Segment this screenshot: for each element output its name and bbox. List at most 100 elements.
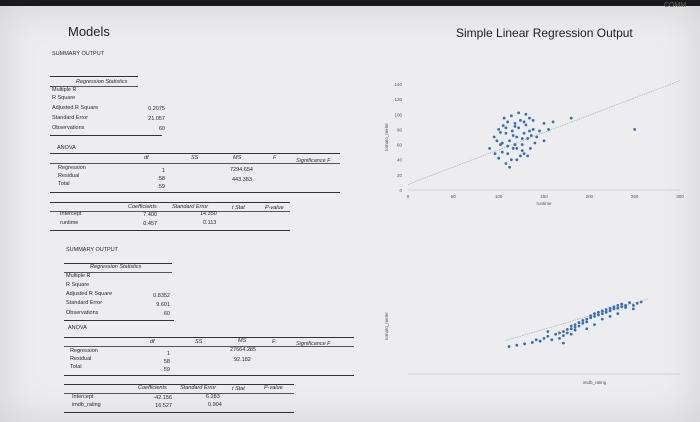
regstats-value: 21.057 xyxy=(148,116,165,122)
data-point xyxy=(616,304,620,307)
coef-col: P-value xyxy=(265,205,284,211)
anova-row-label: Total xyxy=(70,364,82,370)
data-point xyxy=(542,139,546,143)
page-title: Models xyxy=(68,24,110,39)
data-point xyxy=(531,118,535,122)
data-point xyxy=(608,306,612,310)
summary-heading: SUMMARY OUTPUT xyxy=(52,51,105,57)
data-point xyxy=(562,341,565,345)
data-point xyxy=(524,123,528,127)
y-tick-label: 60 xyxy=(397,143,403,148)
regstats-label: Multiple R xyxy=(66,273,91,279)
x-tick-label: 50 xyxy=(451,194,457,199)
data-point xyxy=(585,320,589,324)
coef-value: 7.400 xyxy=(143,212,157,218)
x-tick-label: 0 xyxy=(407,194,410,199)
data-point xyxy=(508,139,511,143)
data-point xyxy=(495,139,499,143)
anova-df: 1 xyxy=(166,351,170,357)
data-point xyxy=(529,146,532,150)
data-point xyxy=(600,317,604,321)
data-point xyxy=(522,120,526,124)
data-point xyxy=(628,301,631,305)
regstats-label: Adjusted R Square xyxy=(66,291,113,297)
data-point xyxy=(513,125,517,128)
data-point xyxy=(624,304,627,307)
data-point xyxy=(569,116,573,120)
data-point xyxy=(515,158,519,162)
anova-col: Significance F xyxy=(296,158,331,164)
regstats-label: R Square xyxy=(66,282,90,288)
data-point xyxy=(538,339,542,343)
data-point xyxy=(524,112,528,116)
y-tick-label: 140 xyxy=(394,82,402,87)
coef-col: Standard Error xyxy=(180,385,217,391)
y-tick-label: 80 xyxy=(397,127,403,132)
data-point xyxy=(522,152,526,156)
regstats-label: Adjusted R Square xyxy=(52,105,99,111)
anova-ms: 443.383 xyxy=(232,177,252,183)
data-point xyxy=(504,126,508,130)
coef-row-label: runtime xyxy=(60,220,79,226)
data-point xyxy=(517,126,521,130)
data-point xyxy=(565,331,569,335)
x-axis-title: runtime xyxy=(536,201,552,206)
top-right-fragment: COMM xyxy=(664,2,687,9)
data-point xyxy=(569,332,573,336)
data-point xyxy=(528,129,531,133)
data-point xyxy=(593,312,596,316)
data-point xyxy=(633,128,637,131)
page-subtitle: Simple Linear Regression Output xyxy=(456,26,633,40)
scatter-chart-runtime: 0 20 40 60 80 100 120 140 0 50 100 150 200 250 300 toma… xyxy=(384,80,684,206)
coef-col: t Stat xyxy=(232,205,245,211)
data-point xyxy=(569,324,573,328)
anova-df: 58 xyxy=(163,359,170,365)
data-point xyxy=(565,328,569,331)
anova-col: MS xyxy=(233,155,242,161)
data-point xyxy=(577,324,581,328)
coef-se: 0.113 xyxy=(203,220,217,226)
data-point xyxy=(620,305,624,309)
data-point xyxy=(547,128,550,131)
data-point xyxy=(612,307,616,311)
regstats-heading: Regression Statistics xyxy=(76,79,128,85)
data-point xyxy=(534,338,538,342)
data-point xyxy=(597,310,600,314)
data-point xyxy=(631,304,635,307)
data-point xyxy=(639,300,643,304)
data-point xyxy=(562,330,565,333)
data-point xyxy=(542,336,546,340)
y-tick-label: 20 xyxy=(397,173,403,178)
coef-value: 0.457 xyxy=(143,221,157,227)
data-point xyxy=(538,129,541,133)
anova-col: df xyxy=(144,155,149,161)
data-point xyxy=(506,144,510,148)
data-point xyxy=(502,116,506,120)
data-point xyxy=(569,327,573,331)
anova-df: 58 xyxy=(158,176,165,182)
summary-heading: SUMMARY OUTPUT xyxy=(66,247,119,253)
x-tick-label: 250 xyxy=(631,194,639,199)
data-point xyxy=(616,312,620,316)
data-point xyxy=(500,141,504,145)
data-point xyxy=(510,129,514,133)
data-point xyxy=(624,306,627,309)
data-point xyxy=(526,154,530,158)
data-point xyxy=(517,111,521,115)
data-point xyxy=(499,131,502,134)
x-tick-label: 200 xyxy=(586,194,594,199)
data-point xyxy=(520,143,524,146)
data-point xyxy=(506,120,510,124)
anova-col: F xyxy=(273,155,277,161)
data-point xyxy=(519,118,522,122)
x-axis-title: imdb_rating xyxy=(583,380,607,385)
data-point xyxy=(526,137,530,140)
data-point xyxy=(562,334,565,337)
data-point xyxy=(554,332,558,336)
coef-col: Coefficients xyxy=(128,204,157,210)
data-point xyxy=(608,315,612,318)
data-point xyxy=(597,313,600,317)
data-point xyxy=(581,321,585,325)
data-point xyxy=(519,154,522,158)
